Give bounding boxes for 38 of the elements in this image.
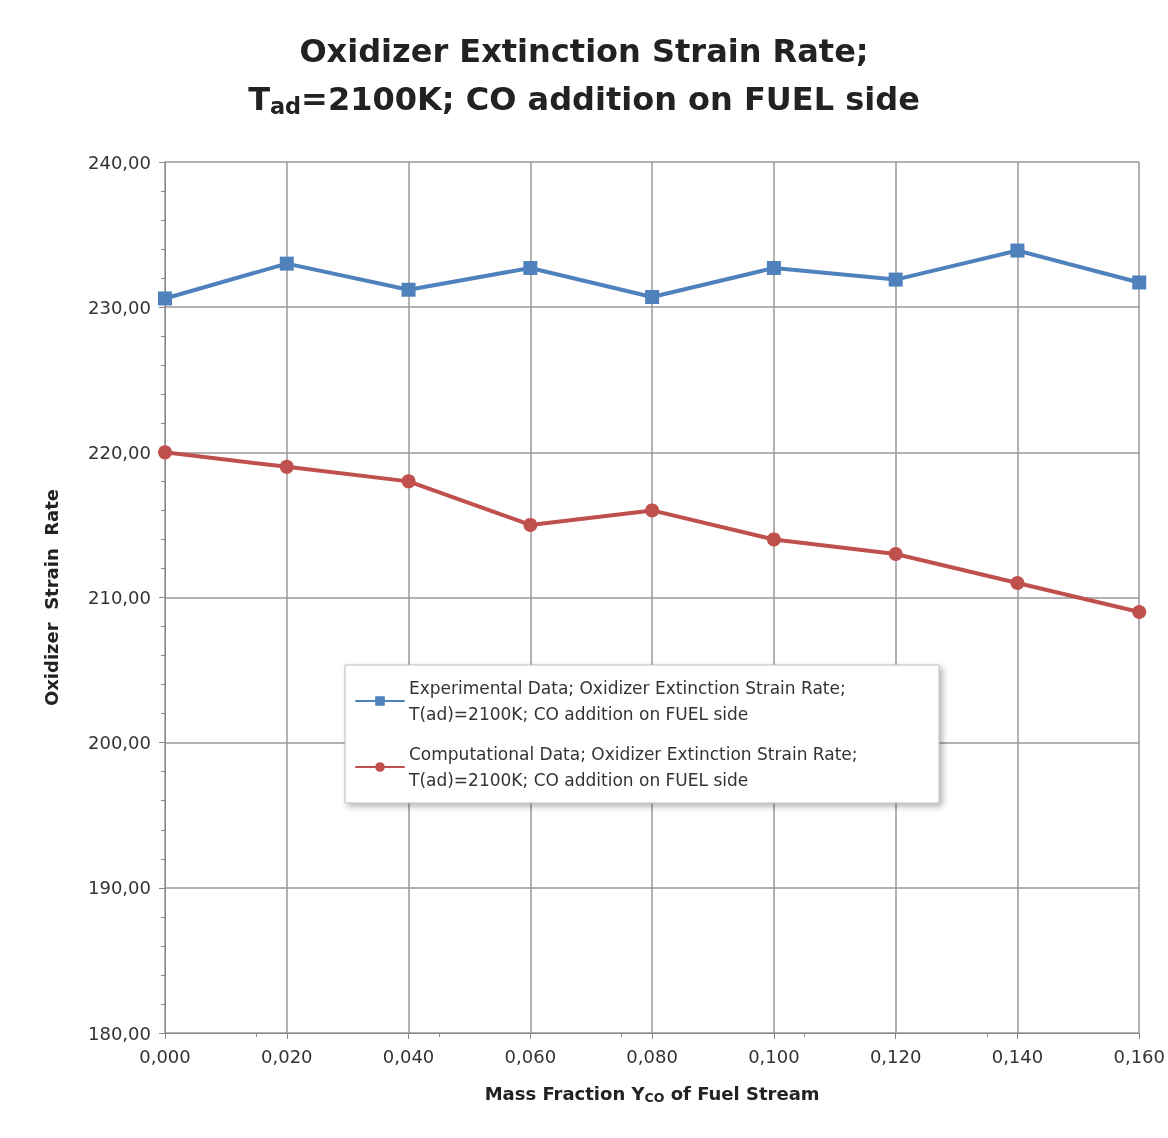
point [401,474,416,489]
point [888,546,903,561]
chart-title: Oxidizer Extinction Strain Rate; [299,32,869,70]
legend-label: Computational Data; Oxidizer Extinction Strain Rate; T(ad)=2100K; CO addition on FUEL side [408,744,863,790]
point [888,272,903,287]
point [645,503,660,518]
point [279,256,294,271]
point [1010,243,1025,258]
x-tick-label: 0,100 [748,1045,800,1067]
y-tick-label: 210,00 [88,587,151,608]
point [1132,275,1147,290]
point [523,517,538,532]
legend-label: Experimental Data; Oxidizer Extinction Strain Rate; T(ad)=2100K; CO addition on FUEL side [408,678,852,724]
point [766,532,781,547]
x-tick-label: 0,080 [626,1045,678,1067]
x-tick-label: 0,060 [504,1045,557,1067]
x-tick-label: 0,000 [139,1045,191,1067]
point [523,260,538,275]
y-tick-label: 240,00 [88,151,151,173]
x-tick-label: 0,040 [382,1045,435,1067]
y-tick-label: 180,00 [88,1022,151,1044]
y-tick-label: 220,00 [88,441,151,463]
point [279,459,294,474]
x-tick-label: 0,020 [261,1045,313,1067]
x-tick-label: 0,140 [991,1045,1044,1067]
x-tick-label: 0,160 [1113,1045,1165,1067]
point [158,291,172,306]
x-tick-label: 0,120 [869,1045,922,1067]
y-tick-label: 190,00 [88,877,151,899]
point [645,290,660,305]
point [1010,575,1025,590]
point [1132,605,1147,620]
point [766,260,781,275]
y-tick-label: 230,00 [88,296,151,318]
point [401,282,416,297]
y-tick-label: 200,00 [88,732,151,754]
point [158,445,172,460]
y-axis-title: Oxidizer Strain Rate [40,488,62,707]
